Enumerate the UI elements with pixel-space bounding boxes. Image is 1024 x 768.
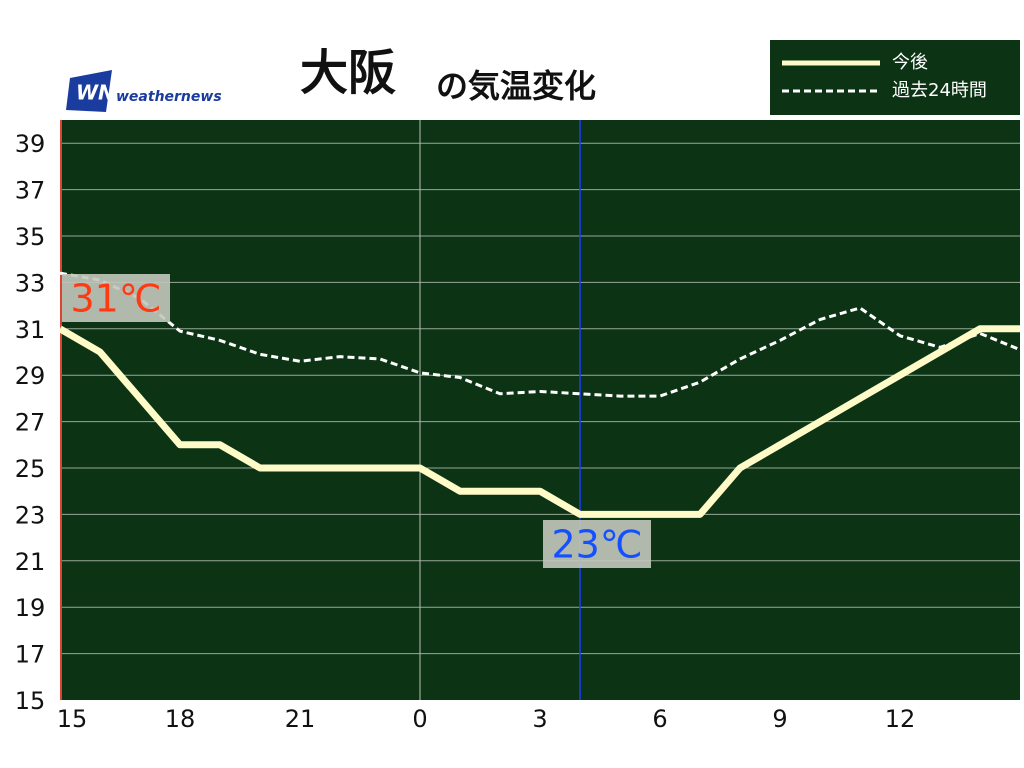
logo-text: weathernews: [116, 89, 222, 105]
plot-area: [60, 120, 1020, 700]
annotation: 31℃: [70, 277, 161, 321]
y-tick-label: 23: [15, 501, 46, 529]
y-tick-label: 17: [15, 641, 46, 669]
y-tick-label: 29: [15, 362, 46, 390]
y-tick-label: 35: [15, 223, 46, 251]
y-tick-label: 19: [15, 594, 46, 622]
y-tick-label: 37: [15, 177, 46, 205]
chart-subtitle: の気温変化: [436, 67, 596, 105]
x-tick-label: 3: [532, 705, 547, 733]
chart-title: 大阪: [300, 45, 396, 101]
legend: [770, 40, 1020, 115]
x-tick-label: 0: [412, 705, 427, 733]
legend-label: 過去24時間: [892, 80, 987, 101]
y-tick-label: 25: [15, 455, 46, 483]
annotation: 23℃: [551, 523, 642, 567]
y-tick-label: 27: [15, 409, 46, 437]
x-tick-label: 6: [652, 705, 667, 733]
x-tick-label: 18: [165, 705, 196, 733]
logo: WN weathernews: [66, 70, 222, 112]
legend-label: 今後: [892, 52, 928, 73]
annotation-box: [62, 274, 170, 322]
x-tick-label: 21: [285, 705, 316, 733]
series-line: [58, 325, 1020, 518]
x-tick-label: 15: [57, 705, 88, 733]
y-tick-label: 15: [15, 687, 46, 715]
y-tick-label: 31: [15, 316, 46, 344]
series-line: [59, 271, 1021, 398]
logo-icon: [66, 70, 112, 112]
y-tick-label: 33: [15, 269, 46, 297]
x-tick-label: 9: [772, 705, 787, 733]
annotation-box: [543, 520, 651, 568]
y-tick-label: 39: [15, 130, 46, 158]
y-tick-label: 21: [15, 548, 46, 576]
logo-mark: WN: [76, 81, 115, 105]
x-tick-label: 12: [885, 705, 916, 733]
